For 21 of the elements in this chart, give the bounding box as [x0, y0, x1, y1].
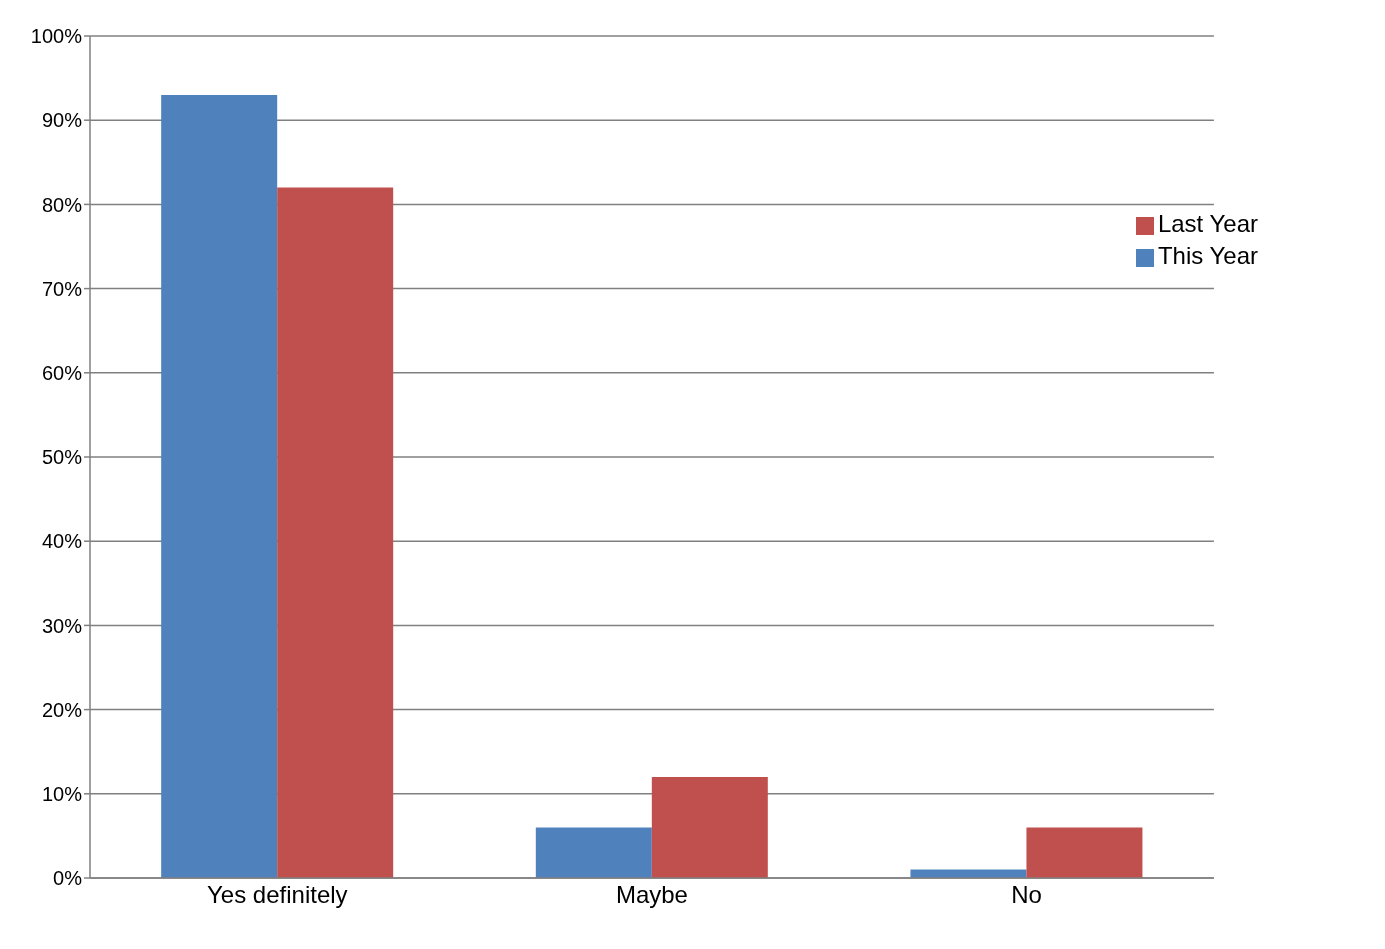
y-tick-label: 80%	[41, 193, 83, 216]
y-tick-label: 90%	[41, 109, 83, 132]
y-tick-label: 10%	[41, 782, 83, 805]
bar	[651, 776, 768, 878]
bar	[1026, 827, 1143, 878]
y-tick-label: 60%	[41, 361, 83, 384]
x-tick-label: Yes definitely	[207, 881, 348, 909]
bar	[535, 827, 652, 878]
y-tick-label: 20%	[41, 698, 83, 721]
y-tick-label: 100%	[30, 25, 83, 48]
legend-label: Last Year	[1157, 210, 1258, 237]
y-tick-label: 40%	[41, 530, 83, 553]
y-tick-label: 30%	[41, 614, 83, 637]
y-tick-label: 70%	[41, 277, 83, 300]
legend-label: This Year	[1157, 242, 1258, 269]
y-tick-label: 0%	[53, 867, 83, 890]
y-tick-label: 50%	[41, 446, 83, 469]
x-tick-label: No	[1011, 881, 1042, 909]
bar	[161, 94, 278, 878]
bar	[277, 187, 394, 878]
x-tick-label: Maybe	[615, 881, 688, 909]
